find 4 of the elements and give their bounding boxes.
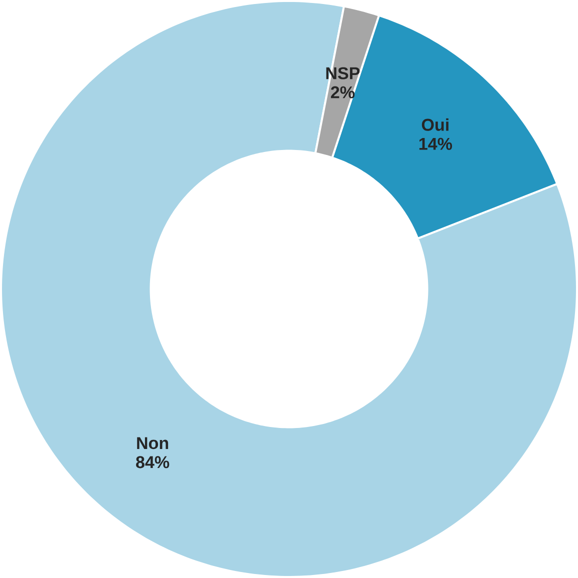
slice-label: Non xyxy=(137,437,168,450)
data-label: 14% xyxy=(419,138,452,150)
slice-label: Oui xyxy=(422,118,448,131)
data-label: 84% xyxy=(136,456,170,468)
